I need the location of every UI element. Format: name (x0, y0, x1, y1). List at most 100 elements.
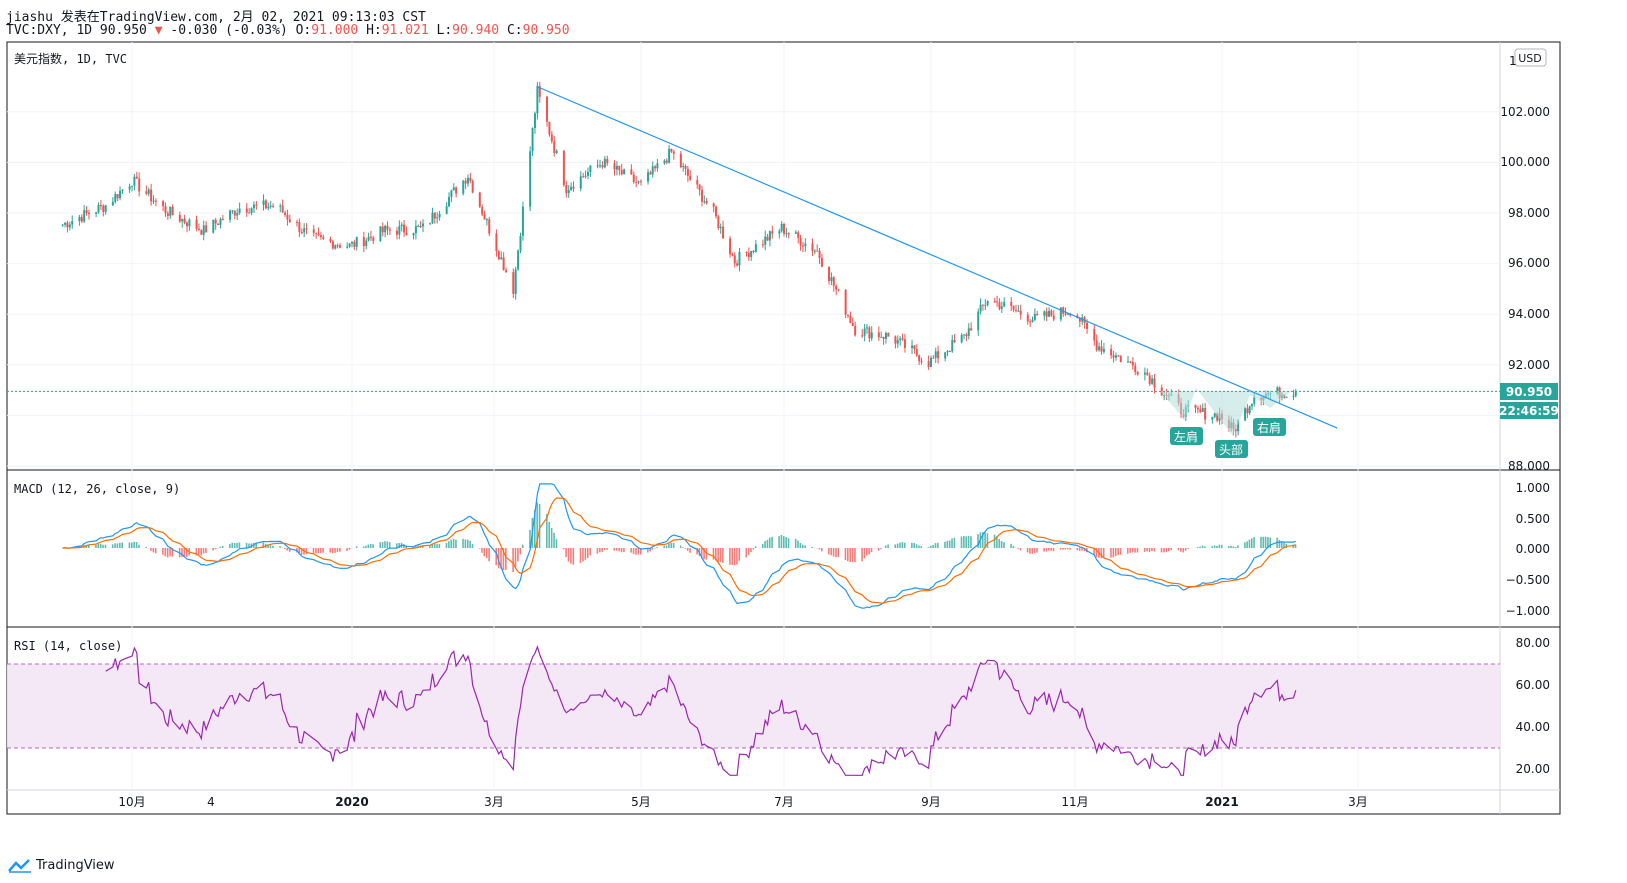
candle (729, 235, 732, 258)
macd-bar (436, 544, 438, 548)
macd-bar (1059, 548, 1062, 550)
candle (200, 229, 203, 235)
macd-bar (1232, 546, 1235, 548)
macd-bar (703, 548, 705, 560)
candle (452, 183, 455, 191)
candle (138, 172, 141, 197)
candle (562, 149, 565, 187)
candle (618, 165, 621, 176)
price-tick: 100.000 (1500, 155, 1550, 169)
candle (745, 251, 748, 257)
symbol-label: TVC:DXY, 1D 90.950 (6, 23, 147, 38)
macd-bar (668, 543, 670, 548)
macd-bar (562, 548, 565, 550)
macd-bar (731, 548, 734, 566)
svg-text:USD: USD (1518, 52, 1542, 65)
macd-bar (1100, 548, 1103, 559)
macd-bar (944, 541, 946, 548)
time-tick: 9月 (921, 795, 941, 809)
price-tick: 102.000 (1500, 105, 1550, 119)
macd-bar (553, 532, 555, 548)
macd-bar (1033, 548, 1036, 554)
candle (529, 146, 532, 212)
macd-bar (121, 542, 124, 548)
macd-bar (288, 548, 291, 552)
candle (731, 252, 734, 257)
macd-bar (811, 546, 814, 548)
macd-bar (865, 548, 868, 556)
candle (586, 167, 589, 180)
time-tick: 5月 (631, 795, 651, 809)
high-value: 91.021 (381, 23, 429, 38)
candle (1196, 405, 1199, 414)
macd-bar (1095, 548, 1098, 558)
macd-bar (719, 548, 722, 562)
macd-bar (565, 548, 567, 558)
macd-bar (877, 548, 880, 551)
candle (780, 221, 783, 233)
tradingview-logo-icon (8, 858, 31, 873)
candle (495, 229, 498, 257)
macd-bar (778, 536, 780, 548)
currency-button[interactable]: USD (1514, 48, 1547, 67)
candle (521, 201, 524, 241)
candle (887, 332, 890, 337)
candle (1134, 362, 1137, 376)
candle (164, 202, 167, 217)
candle (272, 203, 275, 208)
candle (1143, 367, 1146, 381)
candle (623, 168, 626, 175)
macd-bar (863, 548, 866, 559)
price-tick-top: 1 (1509, 54, 1517, 68)
candle (303, 223, 306, 238)
macd-bar (97, 543, 100, 548)
macd-bar (934, 543, 937, 548)
macd-bar (1017, 548, 1019, 549)
macd-bar (386, 541, 389, 548)
macd-bar (284, 548, 286, 550)
candle (312, 225, 315, 237)
candle (832, 276, 835, 292)
candle (818, 247, 821, 264)
macd-bar (1143, 548, 1146, 552)
macd-bar (1294, 544, 1297, 548)
macd-bar (1230, 545, 1232, 548)
candle (870, 326, 873, 342)
macd-bar (618, 548, 620, 552)
candle (738, 247, 741, 272)
macd-bar (780, 534, 783, 548)
macd-bar (346, 548, 348, 551)
open-value: 91.000 (311, 23, 359, 38)
macd-bar (550, 527, 553, 548)
candle (1098, 342, 1101, 352)
candle (348, 243, 351, 248)
macd-bar (684, 548, 687, 549)
close-value: 90.950 (522, 23, 570, 38)
macd-bar (312, 548, 315, 554)
macd-bar (205, 548, 207, 554)
macd-bar (977, 534, 979, 548)
macd-bar (1003, 542, 1005, 548)
candle (379, 226, 382, 242)
brand-footer[interactable]: TradingView (8, 858, 115, 873)
macd-bar (546, 514, 548, 548)
candle (672, 149, 675, 160)
trendline[interactable] (537, 86, 1338, 429)
candle (438, 210, 441, 221)
macd-bar (1043, 548, 1045, 552)
candle (331, 239, 334, 250)
candle (315, 232, 318, 239)
macd-bar (497, 548, 500, 569)
macd-bar (95, 544, 97, 548)
candle (536, 82, 539, 120)
candle (71, 215, 74, 229)
macd-bar (355, 546, 358, 548)
candle (188, 218, 191, 231)
macd-bar (1134, 548, 1136, 553)
candle (362, 231, 365, 253)
candle (448, 192, 451, 208)
macd-bar (1083, 548, 1086, 552)
candle (555, 148, 558, 154)
macd-bar (738, 548, 741, 561)
